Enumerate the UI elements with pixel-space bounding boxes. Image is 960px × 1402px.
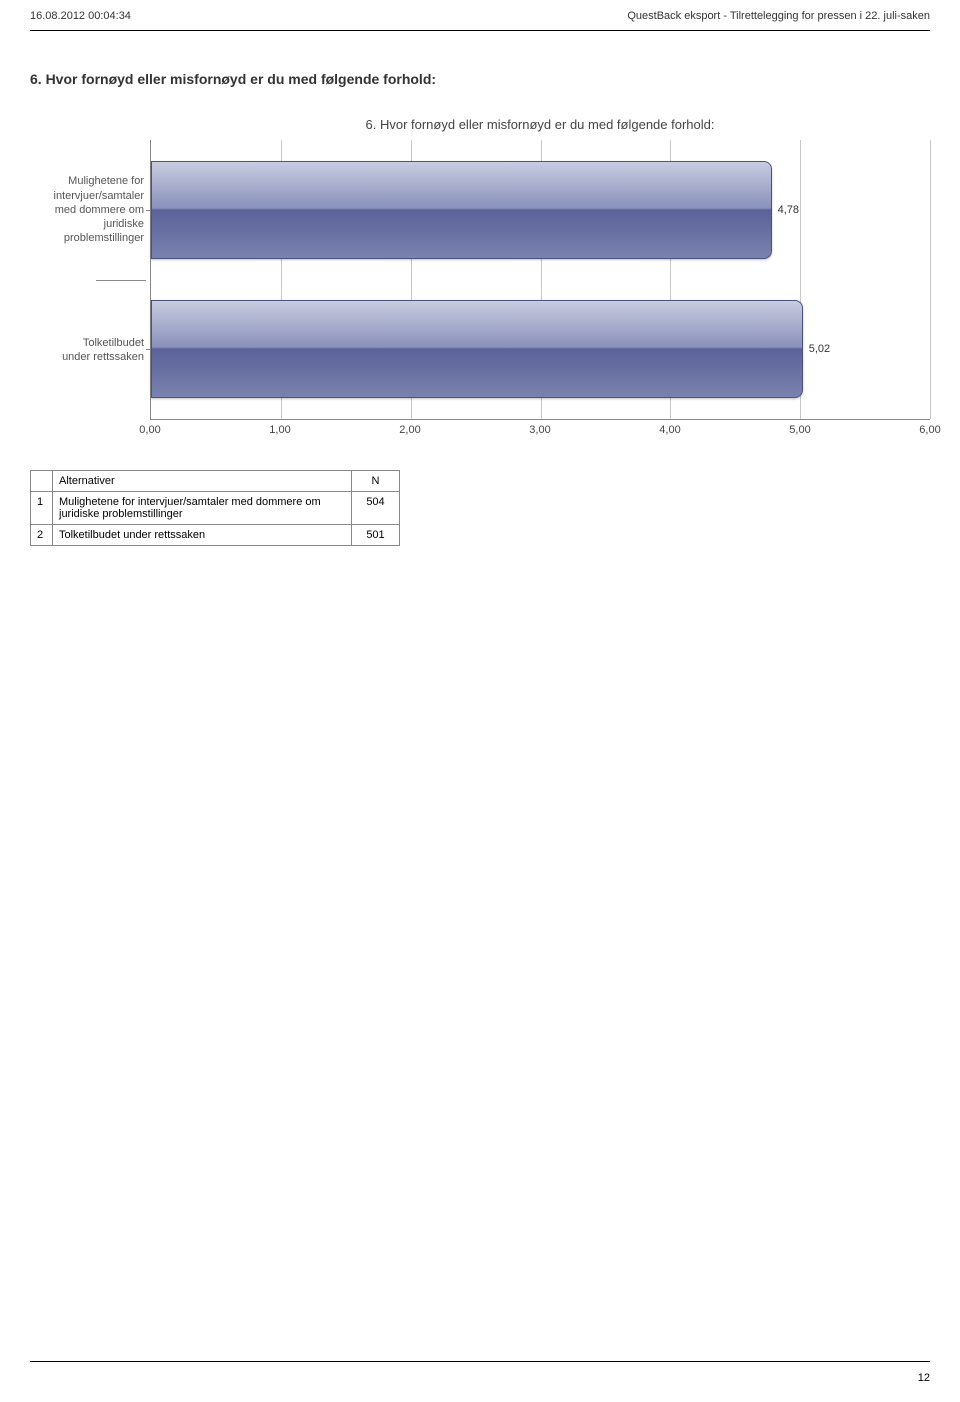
x-tick-label: 2,00 bbox=[399, 424, 420, 436]
x-axis: 0,001,002,003,004,005,006,00 bbox=[150, 420, 930, 440]
x-tick-label: 4,00 bbox=[659, 424, 680, 436]
table-header-row: Alternativer N bbox=[31, 471, 400, 492]
bar-slot: 5,02 bbox=[151, 280, 930, 420]
cell-label: Tolketilbudet under rettssaken bbox=[53, 525, 352, 546]
bar-slot: 4,78 bbox=[151, 140, 930, 280]
bar bbox=[151, 161, 772, 259]
y-label: Tolketilbudetunder rettssaken bbox=[30, 280, 144, 420]
x-tick-label: 1,00 bbox=[269, 424, 290, 436]
cell-n: 504 bbox=[352, 492, 400, 525]
col-alternativer: Alternativer bbox=[53, 471, 352, 492]
x-tick-label: 0,00 bbox=[139, 424, 160, 436]
footer-rule bbox=[30, 1361, 930, 1362]
y-label: Mulighetene forintervjuer/samtalermed do… bbox=[30, 140, 144, 280]
header-title: QuestBack eksport - Tilrettelegging for … bbox=[627, 10, 930, 22]
cell-index: 2 bbox=[31, 525, 53, 546]
bar bbox=[151, 300, 803, 398]
header-rule bbox=[30, 30, 930, 31]
page-header: 16.08.2012 00:04:34 QuestBack eksport - … bbox=[0, 0, 960, 30]
bar-value-label: 5,02 bbox=[809, 343, 830, 355]
y-category-separator bbox=[96, 280, 146, 281]
x-tick-label: 6,00 bbox=[919, 424, 940, 436]
bar-value-label: 4,78 bbox=[778, 204, 799, 216]
cell-label: Mulighetene for intervjuer/samtaler med … bbox=[53, 492, 352, 525]
x-tick-label: 5,00 bbox=[789, 424, 810, 436]
col-n: N bbox=[352, 471, 400, 492]
plot-area: 4,78 5,02 bbox=[150, 140, 930, 420]
cell-index: 1 bbox=[31, 492, 53, 525]
col-blank bbox=[31, 471, 53, 492]
table-row: 2Tolketilbudet under rettssaken501 bbox=[31, 525, 400, 546]
chart-title: 6. Hvor fornøyd eller misfornøyd er du m… bbox=[30, 117, 930, 132]
cell-n: 501 bbox=[352, 525, 400, 546]
chart-body: Mulighetene forintervjuer/samtalermed do… bbox=[30, 140, 930, 420]
x-tick-label: 3,00 bbox=[529, 424, 550, 436]
page-number: 12 bbox=[918, 1372, 930, 1384]
table-row: 1Mulighetene for intervjuer/samtaler med… bbox=[31, 492, 400, 525]
header-timestamp: 16.08.2012 00:04:34 bbox=[30, 10, 131, 22]
gridline bbox=[930, 140, 931, 419]
chart: 6. Hvor fornøyd eller misfornøyd er du m… bbox=[30, 117, 930, 440]
section-title: 6. Hvor fornøyd eller misfornøyd er du m… bbox=[0, 71, 960, 87]
results-table: Alternativer N 1Mulighetene for intervju… bbox=[30, 470, 400, 546]
